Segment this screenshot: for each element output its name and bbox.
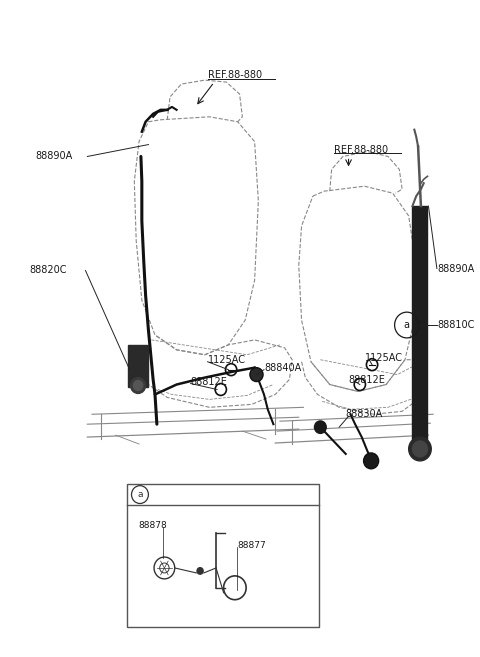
Circle shape [133,380,143,390]
Text: 88840A: 88840A [264,363,301,373]
Text: 88820C: 88820C [29,265,67,275]
Bar [412,206,428,449]
Text: 88890A: 88890A [437,263,474,273]
Bar [127,484,319,627]
Circle shape [196,567,204,575]
Text: 88810C: 88810C [437,320,474,330]
Text: 88878: 88878 [138,521,167,530]
Text: 88830A: 88830A [346,409,383,419]
Text: 88812E: 88812E [348,374,385,384]
Circle shape [131,378,145,394]
Circle shape [412,441,428,457]
Circle shape [363,453,379,469]
Bar [128,345,148,386]
Text: REF.88-880: REF.88-880 [208,70,262,80]
Text: 88890A: 88890A [36,152,73,162]
Circle shape [408,437,431,461]
Circle shape [250,368,263,382]
Text: a: a [404,320,410,330]
Text: 88812E: 88812E [191,376,228,386]
Circle shape [314,420,327,434]
Text: 88877: 88877 [238,541,266,550]
Text: REF.88-880: REF.88-880 [334,145,388,154]
Text: 1125AC: 1125AC [208,355,246,365]
Text: 1125AC: 1125AC [364,353,403,363]
Text: a: a [137,490,143,499]
